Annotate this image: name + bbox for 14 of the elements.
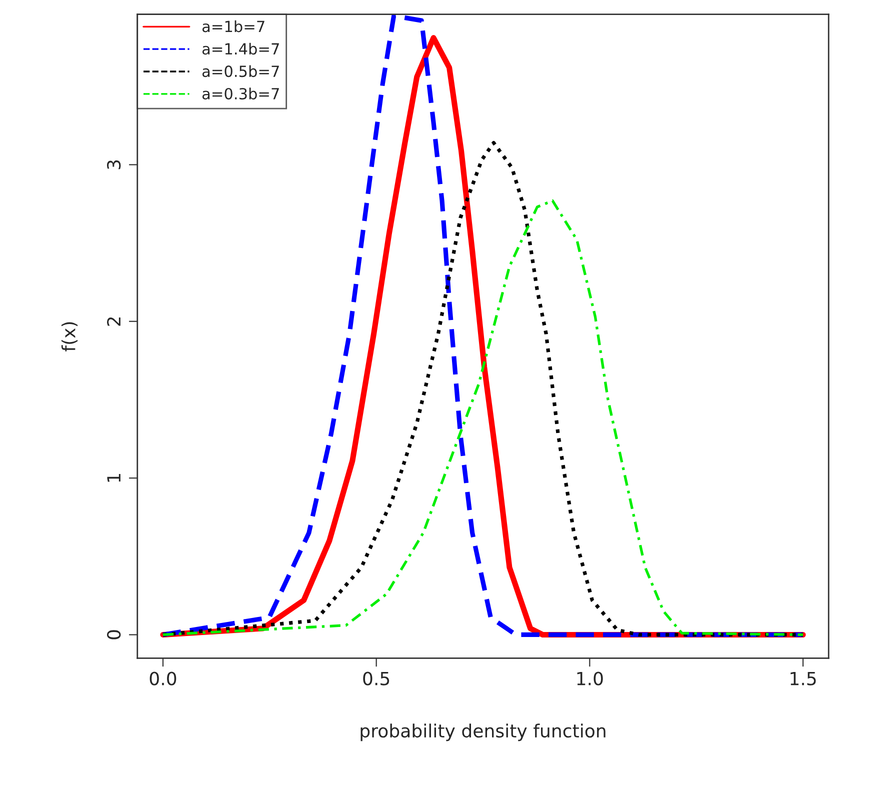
- legend-label: a=0.5b=7: [202, 65, 279, 78]
- y-axis-title: f(x): [61, 322, 78, 352]
- y-tick-label: 2: [107, 317, 120, 326]
- legend-label: a=0.3b=7: [202, 88, 279, 100]
- x-tick-label: 0.5: [363, 672, 390, 686]
- y-tick-label: 0: [107, 630, 121, 640]
- x-tick-label: 1.5: [790, 672, 816, 686]
- legend-label: a=1b=7: [202, 20, 264, 32]
- y-tick-label: 3: [107, 160, 121, 170]
- legend-label: a=1.4b=7: [202, 42, 279, 55]
- x-axis-title: probability density function: [360, 724, 606, 742]
- y-tick-label: 1: [107, 474, 120, 482]
- x-tick-label: 1.0: [577, 672, 603, 686]
- x-tick-label: 0.0: [150, 672, 176, 686]
